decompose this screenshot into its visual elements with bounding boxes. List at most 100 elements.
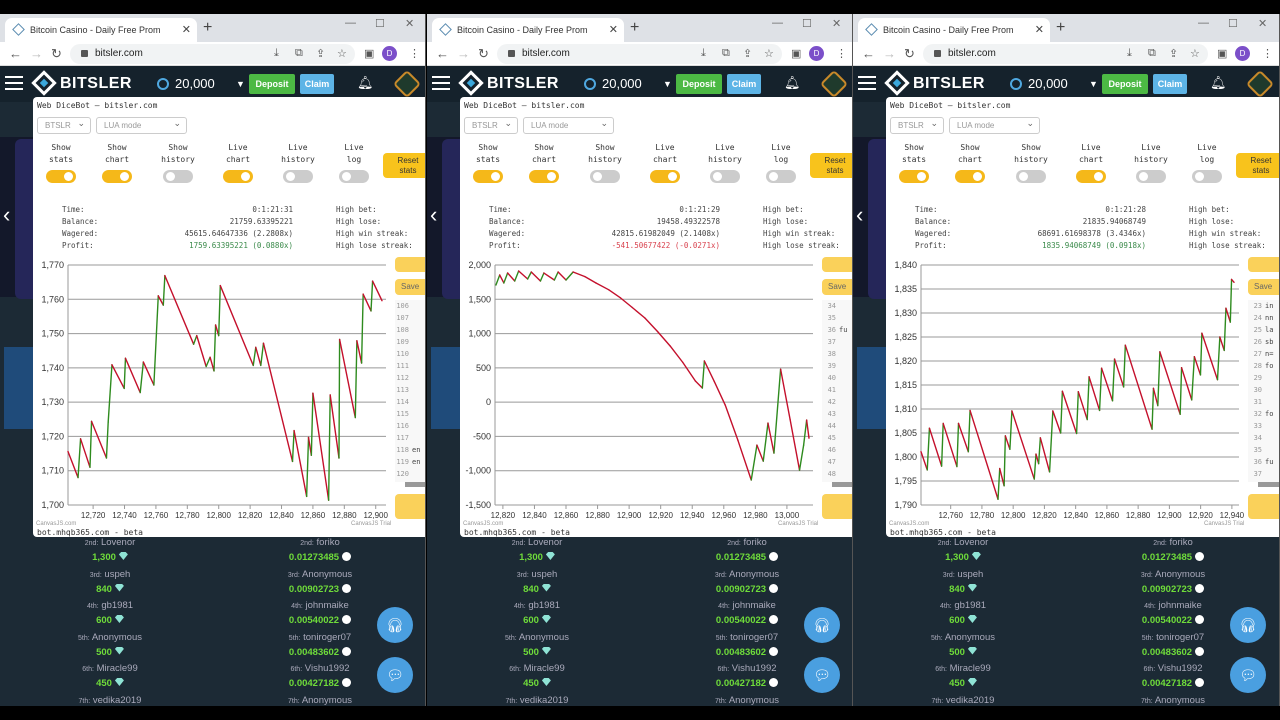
s-button[interactable]: S: [822, 494, 852, 519]
bookmark-star-icon[interactable]: ☆: [1190, 48, 1200, 60]
editor-scrollbar[interactable]: [832, 482, 852, 487]
toggle-switch[interactable]: [223, 170, 253, 183]
toggle-show-chart[interactable]: Show chart: [519, 142, 569, 183]
entry-user[interactable]: vedika2019: [945, 694, 995, 706]
install-icon[interactable]: ⤓: [1127, 47, 1132, 59]
notification-bell-icon[interactable]: 🔔︎: [784, 75, 801, 90]
reset-stats-button[interactable]: Reset stats: [1236, 153, 1279, 178]
toggle-switch[interactable]: [339, 170, 369, 183]
editor-scrollbar[interactable]: [405, 482, 425, 487]
back-icon[interactable]: ←: [862, 46, 875, 61]
share-icon[interactable]: ⇪: [1169, 48, 1179, 60]
toggle-live-history[interactable]: Live history: [700, 142, 750, 183]
menu-kebab-icon[interactable]: ⋮: [1262, 48, 1273, 60]
toggle-switch[interactable]: [1136, 170, 1166, 183]
toggle-show-chart[interactable]: Show chart: [945, 142, 995, 183]
toggle-live-chart[interactable]: Live chart: [640, 142, 690, 183]
claim-button[interactable]: Claim: [1153, 74, 1187, 94]
minimize-icon[interactable]: —: [345, 17, 356, 29]
forward-icon[interactable]: →: [883, 46, 896, 61]
entry-user[interactable]: Anonymous: [302, 568, 353, 580]
toggle-switch[interactable]: [1016, 170, 1046, 183]
hamburger-menu-icon[interactable]: [5, 76, 23, 90]
user-level-badge-icon[interactable]: [819, 69, 849, 99]
share-icon[interactable]: ⇪: [316, 48, 326, 60]
toggle-live-history[interactable]: Live history: [1126, 142, 1176, 183]
editor-scrollbar[interactable]: [1258, 482, 1279, 487]
bitsler-logo[interactable]: BITSLER: [31, 70, 132, 96]
entry-user[interactable]: foriko: [743, 537, 767, 548]
hamburger-menu-icon[interactable]: [858, 76, 876, 90]
profile-avatar[interactable]: D: [809, 46, 824, 61]
toggle-switch[interactable]: [766, 170, 796, 183]
entry-user[interactable]: Anonymous: [518, 631, 569, 643]
notification-bell-icon[interactable]: 🔔︎: [357, 75, 374, 90]
install-icon[interactable]: ⤓: [701, 47, 706, 59]
minimize-icon[interactable]: —: [1198, 17, 1209, 29]
entry-user[interactable]: vedika2019: [519, 694, 569, 706]
toggle-live-history[interactable]: Live history: [273, 142, 323, 183]
reload-icon[interactable]: ↻: [478, 46, 489, 61]
forward-icon[interactable]: →: [30, 46, 43, 61]
translate-icon[interactable]: ⧉: [722, 47, 730, 59]
toggle-switch[interactable]: [529, 170, 559, 183]
toggle-switch[interactable]: [710, 170, 740, 183]
maximize-icon[interactable]: ☐: [375, 18, 385, 30]
url-input[interactable]: bitsler.com: [497, 44, 782, 64]
entry-user[interactable]: uspeh: [531, 568, 558, 580]
s-button[interactable]: S: [395, 494, 425, 519]
close-window-icon[interactable]: ✕: [832, 18, 842, 30]
code-editor[interactable]: 34 35 36 fu 37 38 39 40 41 42 43 44 45 46 47 48: [822, 300, 852, 482]
new-tab-button[interactable]: +: [630, 19, 640, 36]
sidebar-icon[interactable]: ▣: [791, 48, 802, 60]
currency-select[interactable]: BTSLR: [37, 117, 91, 134]
profile-avatar[interactable]: D: [382, 46, 397, 61]
toggle-switch[interactable]: [1192, 170, 1222, 183]
menu-kebab-icon[interactable]: ⋮: [836, 48, 847, 60]
toggle-live-log[interactable]: Live log: [1182, 142, 1232, 183]
m-button[interactable]: M: [395, 257, 425, 272]
url-input[interactable]: bitsler.com: [923, 44, 1208, 64]
m-button[interactable]: M: [1248, 257, 1279, 272]
new-tab-button[interactable]: +: [1056, 19, 1066, 36]
deposit-button[interactable]: Deposit: [249, 74, 295, 94]
reload-icon[interactable]: ↻: [51, 46, 62, 61]
toggle-live-log[interactable]: Live log: [756, 142, 806, 183]
close-tab-icon[interactable]: ✕: [608, 24, 618, 36]
back-icon[interactable]: ←: [9, 46, 22, 61]
save-button[interactable]: Save: [1248, 279, 1279, 295]
toggle-live-log[interactable]: Live log: [329, 142, 379, 183]
sidebar-icon[interactable]: ▣: [1217, 48, 1228, 60]
entry-user[interactable]: Lovenor: [527, 537, 563, 548]
close-window-icon[interactable]: ✕: [405, 18, 415, 30]
translate-icon[interactable]: ⧉: [1148, 47, 1156, 59]
entry-user[interactable]: johnmaike: [732, 600, 776, 611]
mode-select[interactable]: LUA mode: [949, 117, 1040, 134]
toggle-show-history[interactable]: Show history: [153, 142, 203, 183]
carousel-prev-icon[interactable]: ‹: [3, 202, 11, 227]
entry-user[interactable]: toniroger07: [303, 631, 352, 643]
carousel-prev-icon[interactable]: ‹: [856, 202, 864, 227]
toggle-show-history[interactable]: Show history: [1006, 142, 1056, 183]
toggle-switch[interactable]: [163, 170, 193, 183]
entry-user[interactable]: Miracle99: [523, 663, 565, 674]
user-level-badge-icon[interactable]: [392, 69, 422, 99]
url-input[interactable]: bitsler.com: [70, 44, 355, 64]
entry-user[interactable]: Miracle99: [949, 663, 991, 674]
sidebar-icon[interactable]: ▣: [364, 48, 375, 60]
bookmark-star-icon[interactable]: ☆: [337, 48, 347, 60]
toggle-switch[interactable]: [590, 170, 620, 183]
reset-stats-button[interactable]: Reset stats: [810, 153, 852, 178]
toggle-show-stats[interactable]: Show stats: [463, 142, 513, 183]
entry-user[interactable]: Anonymous: [1154, 694, 1205, 706]
currency-dropdown-icon[interactable]: ▼: [236, 79, 245, 89]
canvasjs-credit[interactable]: CanvasJS.com: [463, 521, 504, 527]
entry-user[interactable]: Miracle99: [96, 663, 138, 674]
browser-tab[interactable]: Bitcoin Casino - Daily Free Prom ✕: [432, 18, 624, 42]
install-icon[interactable]: ⤓: [274, 47, 279, 59]
entry-user[interactable]: uspeh: [104, 568, 131, 580]
chat-button[interactable]: 💬︎: [377, 657, 413, 693]
entry-user[interactable]: johnmaike: [305, 600, 349, 611]
notification-bell-icon[interactable]: 🔔︎: [1210, 75, 1227, 90]
profile-avatar[interactable]: D: [1235, 46, 1250, 61]
